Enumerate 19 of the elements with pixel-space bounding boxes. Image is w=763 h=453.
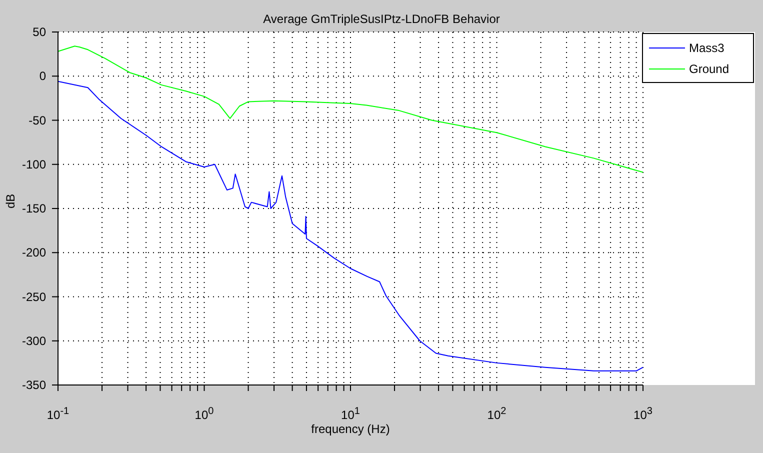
x-tick-label: 10$^{3}$ [634,406,653,422]
y-axis-title: dB [3,194,18,208]
x-tick-label: 10$^{0}$ [194,406,214,422]
chart-title: Average GmTripleSusIPtz-LDnoFB Behavior [262,12,501,26]
legend-label: Ground [689,62,730,76]
x-tick-label: 10$^{-1}$ [46,406,70,422]
y-tick-label: -350 [22,378,46,392]
y-tick-label: 0 [39,69,46,84]
x-tick-label: 10$^{1}$ [341,406,360,422]
y-tick-label: -300 [22,334,46,348]
x-axis-title: frequency (Hz) [311,422,390,436]
y-tick-label: -50 [28,113,46,128]
x-tick-label: 10$^{2}$ [487,406,507,422]
y-tick-label: 50 [32,25,46,39]
y-tick-label: -250 [22,290,46,304]
y-tick-label: -150 [22,202,46,216]
legend-label: Mass3 [689,40,724,54]
y-tick-label: -200 [22,246,46,260]
y-tick-label: -100 [22,157,46,172]
